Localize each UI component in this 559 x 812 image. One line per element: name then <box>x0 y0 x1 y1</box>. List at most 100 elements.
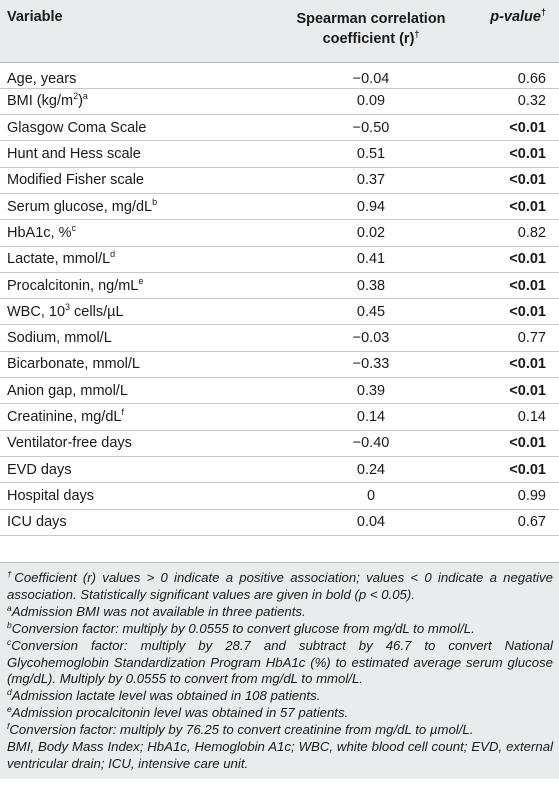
header-spearman-mark: † <box>414 29 420 39</box>
footnote-text: BMI, Body Mass Index; HbA1c, Hemoglobin … <box>7 739 553 771</box>
table-row: Age, years −0.04 0.66 <box>0 62 559 89</box>
variable-label: Creatinine, mg/dL <box>7 409 122 425</box>
cell-pvalue: 0.14 <box>517 409 546 425</box>
footnote-marker: c <box>71 222 76 233</box>
variable-label: Glasgow Coma Scale <box>7 119 147 136</box>
cell-correlation: 0.38 <box>356 277 386 294</box>
header-pvalue: p-value† <box>456 0 559 62</box>
table-row: Modified Fisher scale 0.37 <0.01 <box>0 167 559 194</box>
cell-variable: HbA1c, %c <box>0 220 286 246</box>
footnote-marker: e <box>138 275 144 286</box>
table-row: Creatinine, mg/dLf 0.14 0.14 <box>0 404 559 431</box>
footnote-text: Conversion factor: multiply by 76.25 to … <box>9 722 474 738</box>
header-spearman: Spearman correlation coefficient (r)† <box>286 0 456 62</box>
cell-pvalue: 0.99 <box>517 487 546 504</box>
cell-pvalue: <0.01 <box>509 303 546 320</box>
cell-correlation: 0.09 <box>356 93 386 110</box>
cell-pvalue: <0.01 <box>509 382 546 399</box>
table-row: Anion gap, mmol/L 0.39 <0.01 <box>0 378 559 404</box>
footnote: bConversion factor: multiply by 0.0555 t… <box>7 620 553 638</box>
cell-variable: ICU days <box>0 509 286 535</box>
footnote-marker: a <box>82 91 88 102</box>
variable-label: Procalcitonin, ng/mL <box>7 277 139 294</box>
cell-variable: Ventilator-free days <box>0 430 286 456</box>
cell-correlation: 0.51 <box>356 146 386 163</box>
cell-correlation: −0.33 <box>352 356 390 373</box>
footnote: dAdmission lactate level was obtained in… <box>7 688 553 705</box>
cell-pvalue: 0.32 <box>517 93 546 110</box>
footnote: fConversion factor: multiply by 76.25 to… <box>7 722 553 739</box>
cell-correlation: 0.04 <box>356 514 386 531</box>
variable-label: Bicarbonate, mmol/L <box>7 356 140 373</box>
table-row: BMI (kg/m2)a 0.09 0.32 <box>0 88 559 115</box>
variable-label: Modified Fisher scale <box>7 172 144 189</box>
variable-exponent: 2 <box>73 91 79 102</box>
variable-label: Sodium, mmol/L <box>7 330 112 347</box>
variable-label-tail: cells/µL <box>70 303 124 320</box>
variable-label: EVD days <box>7 461 72 478</box>
cell-pvalue: 0.67 <box>517 514 546 531</box>
header-pvalue-mark: † <box>540 7 546 17</box>
table-row: WBC, 103 cells/µL 0.45 <0.01 <box>0 299 559 325</box>
footnote: BMI, Body Mass Index; HbA1c, Hemoglobin … <box>7 739 553 773</box>
cell-correlation: 0.45 <box>356 303 386 320</box>
cell-variable: Age, years <box>0 62 286 88</box>
table-footnotes: †Coefficient (r) values > 0 indicate a p… <box>0 562 559 779</box>
footnote-text: Admission lactate level was obtained in … <box>11 688 321 704</box>
footnote-mark: c <box>7 636 12 647</box>
cell-variable: Creatinine, mg/dLf <box>0 404 286 430</box>
cell-variable: WBC, 103 cells/µL <box>0 299 286 325</box>
variable-label: HbA1c, % <box>7 224 72 241</box>
table-row: Procalcitonin, ng/mLe 0.38 <0.01 <box>0 272 559 299</box>
footnote-mark: † <box>7 569 15 579</box>
variable-label: Anion gap, mmol/L <box>7 382 128 399</box>
variable-label: Ventilator-free days <box>7 435 132 452</box>
footnote: aAdmission BMI was not available in thre… <box>7 604 553 621</box>
cell-pvalue: 0.77 <box>517 330 546 347</box>
footnote-mark: f <box>7 721 10 732</box>
cell-pvalue: <0.01 <box>509 277 546 294</box>
table-row: ICU days 0.04 0.67 <box>0 509 559 536</box>
cell-variable: EVD days <box>0 456 286 482</box>
cell-pvalue: <0.01 <box>509 198 546 215</box>
footnote-text: Coefficient (r) values > 0 indicate a po… <box>7 570 553 602</box>
table-row: Bicarbonate, mmol/L −0.33 <0.01 <box>0 351 559 378</box>
cell-pvalue: <0.01 <box>509 119 546 136</box>
cell-correlation: 0.41 <box>356 251 386 268</box>
variable-label: Hunt and Hess scale <box>7 146 141 163</box>
cell-variable: Hunt and Hess scale <box>0 141 286 167</box>
variable-label: Age, years <box>7 70 77 87</box>
cell-pvalue: <0.01 <box>509 356 546 373</box>
cell-correlation: 0.94 <box>356 198 386 215</box>
footnote: eAdmission procalcitonin level was obtai… <box>7 705 553 722</box>
cell-correlation: 0 <box>366 487 376 504</box>
cell-pvalue: <0.01 <box>509 461 546 478</box>
cell-pvalue: <0.01 <box>509 435 546 452</box>
footnote: †Coefficient (r) values > 0 indicate a p… <box>7 570 553 604</box>
cell-variable: Anion gap, mmol/L <box>0 378 286 404</box>
cell-variable: Modified Fisher scale <box>0 167 286 193</box>
cell-pvalue: 0.66 <box>517 70 546 87</box>
header-spearman-line1: Spearman correlation <box>296 11 446 27</box>
header-spearman-line2: coefficient (r) <box>322 31 415 47</box>
variable-label-tail: ) <box>78 93 83 110</box>
cell-pvalue: <0.01 <box>509 251 546 268</box>
table-body: Age, years −0.04 0.66 BMI (kg/m2)a 0.09 0.32 G… <box>0 62 559 536</box>
cell-correlation: −0.03 <box>352 330 390 347</box>
table-row: Sodium, mmol/L −0.03 0.77 <box>0 325 559 352</box>
table-row: HbA1c, %c 0.02 0.82 <box>0 220 559 247</box>
variable-label: WBC, 10 <box>7 303 66 320</box>
footnote-marker: b <box>152 196 158 207</box>
cell-variable: BMI (kg/m2)a <box>0 88 286 114</box>
cell-correlation: 0.39 <box>356 382 386 399</box>
footnote-marker: d <box>110 249 116 260</box>
footnote: cConversion factor: multiply by 28.7 and… <box>7 636 553 689</box>
table-row: Glasgow Coma Scale −0.50 <0.01 <box>0 115 559 141</box>
cell-variable: Procalcitonin, ng/mLe <box>0 272 286 298</box>
variable-label: Serum glucose, mg/dL <box>7 198 153 215</box>
footnote-text: Conversion factor: multiply by 0.0555 to… <box>11 620 475 636</box>
correlation-table: Variable Spearman correlation coefficien… <box>0 0 559 536</box>
cell-variable: Serum glucose, mg/dLb <box>0 193 286 219</box>
cell-pvalue: 0.82 <box>517 224 546 241</box>
cell-pvalue: <0.01 <box>509 146 546 163</box>
